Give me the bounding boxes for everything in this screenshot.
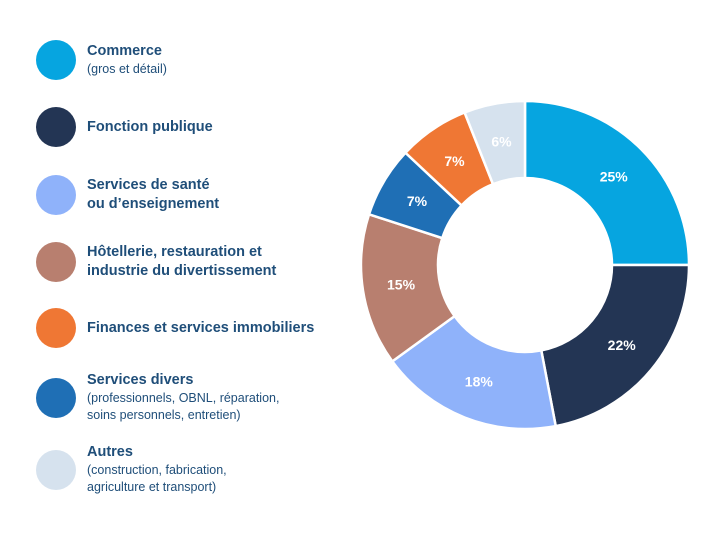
legend-item-autres: Autres (construction, fabrication, agric… bbox=[36, 443, 227, 496]
chart-legend: Commerce (gros et détail) Fonction publi… bbox=[0, 0, 360, 539]
legend-swatch bbox=[36, 107, 76, 147]
legend-item-finances: Finances et services immobiliers bbox=[36, 308, 314, 348]
legend-item-services-divers: Services divers (professionnels, OBNL, r… bbox=[36, 371, 279, 424]
legend-label: Commerce bbox=[87, 43, 162, 59]
legend-swatch bbox=[36, 308, 76, 348]
legend-swatch bbox=[36, 40, 76, 80]
slice-data-label: 25% bbox=[600, 168, 629, 184]
slice-data-label: 7% bbox=[444, 153, 465, 169]
legend-item-fonction-publique: Fonction publique bbox=[36, 107, 213, 147]
legend-label: Autres bbox=[87, 444, 133, 460]
legend-swatch bbox=[36, 377, 76, 418]
legend-sublabel: (construction, fabrication, agriculture … bbox=[87, 463, 227, 494]
legend-swatch bbox=[36, 449, 76, 490]
legend-item-commerce: Commerce (gros et détail) bbox=[36, 40, 167, 80]
slice-data-label: 7% bbox=[407, 193, 428, 209]
legend-label: Hôtellerie, restauration et industrie du… bbox=[87, 244, 277, 279]
legend-label: Fonction publique bbox=[87, 118, 213, 135]
legend-item-hotellerie: Hôtellerie, restauration et industrie du… bbox=[36, 242, 276, 282]
donut-chart: 25% 22% 18% 15% 7% 7% 6% bbox=[359, 99, 691, 431]
legend-swatch bbox=[36, 242, 76, 282]
legend-label: Services divers bbox=[87, 372, 194, 388]
legend-label: Services de santé ou d’enseignement bbox=[87, 177, 220, 212]
donut-slice bbox=[523, 99, 691, 267]
donut-slice bbox=[539, 263, 691, 428]
donut-slice bbox=[390, 314, 558, 431]
slice-data-label: 22% bbox=[608, 337, 637, 353]
legend-sublabel: (gros et détail) bbox=[87, 62, 167, 76]
legend-label: Finances et services immobiliers bbox=[87, 319, 315, 336]
donut-slice bbox=[463, 99, 527, 186]
slice-data-label: 15% bbox=[387, 277, 416, 293]
slice-data-label: 6% bbox=[491, 134, 512, 150]
slice-data-label: 18% bbox=[465, 374, 494, 390]
legend-item-sante-enseignement: Services de santé ou d’enseignement bbox=[36, 175, 219, 215]
legend-swatch bbox=[36, 175, 76, 215]
legend-sublabel: (professionnels, OBNL, réparation, soins… bbox=[87, 391, 280, 422]
